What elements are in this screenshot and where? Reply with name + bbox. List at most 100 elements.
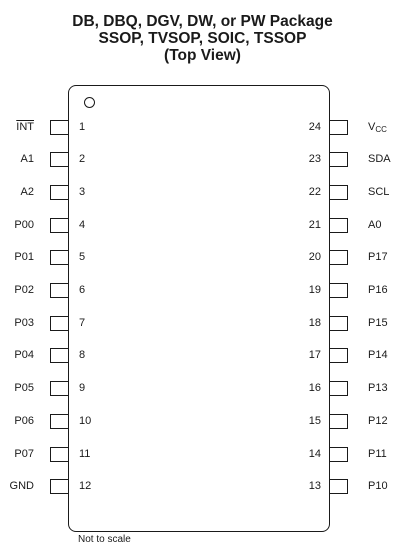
pin-label-21: A0 — [368, 219, 381, 232]
right-pin-21 — [330, 217, 348, 233]
pin-label-1: INT — [0, 121, 34, 134]
pin-label-text-1: INT — [16, 120, 34, 133]
pin-label-17: P14 — [368, 349, 388, 362]
pin-label-text-12: GND — [9, 480, 34, 493]
pin-number-9: 9 — [79, 382, 86, 395]
pin-number-5: 5 — [79, 251, 86, 264]
pin-label-10: P06 — [0, 415, 34, 428]
right-pin-19 — [330, 283, 348, 298]
pin-label-14: P11 — [368, 448, 387, 461]
right-pin-22 — [330, 184, 348, 200]
pin-number-19: 19 — [308, 284, 321, 296]
left-pin-2 — [50, 152, 68, 168]
pin-label-2: A1 — [0, 153, 34, 166]
pin-label-text-24: V — [368, 120, 376, 133]
pin-label-22: SCL — [368, 186, 389, 199]
pin1-indicator-circle — [84, 97, 95, 108]
pin-label-text-14: P11 — [368, 447, 387, 460]
pin-label-text-21: A0 — [368, 218, 382, 231]
right-pin-16 — [330, 381, 348, 397]
pin-number-11: 11 — [79, 447, 91, 460]
pin-label-16: P13 — [368, 382, 388, 395]
left-pin-9 — [50, 381, 68, 397]
pin-number-13: 13 — [308, 480, 321, 493]
pin-label-3: A2 — [0, 186, 34, 199]
pin-label-text-2: A1 — [20, 153, 34, 166]
pin-label-5: P01 — [0, 251, 34, 264]
pin-number-24: 24 — [308, 120, 321, 133]
pin-label-8: P04 — [0, 349, 34, 362]
pin-number-22: 22 — [308, 185, 321, 198]
pin-number-16: 16 — [308, 382, 321, 395]
pin-number-4: 4 — [79, 218, 86, 231]
right-pin-14 — [330, 446, 348, 462]
pin-number-8: 8 — [79, 349, 86, 362]
title-line-1: DB, DBQ, DGV, DW, or PW Package — [72, 13, 333, 30]
pin-label-text-22: SCL — [368, 185, 390, 198]
pin-label-12: GND — [0, 480, 34, 493]
pin-label-13: P10 — [368, 480, 388, 493]
pin-label-text-20: P17 — [368, 251, 388, 264]
pin-label-text-7: P03 — [14, 316, 34, 329]
pin-number-20: 20 — [308, 251, 321, 264]
pin-number-15: 15 — [308, 414, 321, 427]
left-pin-11 — [50, 446, 68, 462]
pin-number-10: 10 — [79, 414, 92, 427]
pin-number-3: 3 — [79, 185, 86, 198]
pin-label-text-19: P16 — [368, 284, 388, 296]
pin-label-7: P03 — [0, 317, 34, 330]
pin-label-20: P17 — [368, 251, 388, 264]
package-body — [68, 85, 330, 532]
left-pin-12 — [50, 479, 68, 495]
pin-label-text-23: SDA — [368, 153, 391, 166]
pin-number-17: 17 — [308, 349, 321, 362]
pin-label-11: P07 — [0, 448, 34, 461]
left-pin-4 — [50, 217, 68, 233]
pin-label-9: P05 — [0, 382, 34, 395]
pin-label-19: P16 — [368, 284, 388, 297]
pin-label-23: SDA — [368, 153, 391, 166]
right-pin-17 — [330, 348, 348, 364]
pin-label-text-18: P15 — [368, 316, 388, 329]
pin-label-24: VCC — [368, 121, 387, 134]
pin-number-1: 1 — [79, 120, 86, 133]
pin-label-text-13: P10 — [368, 480, 388, 493]
pin-number-21: 21 — [308, 218, 321, 231]
pin-label-18: P15 — [368, 317, 388, 330]
pin-label-text-4: P00 — [14, 218, 34, 231]
right-pin-13 — [330, 479, 348, 495]
pin-label-text-8: P04 — [14, 349, 34, 362]
pin-label-6: P02 — [0, 284, 34, 297]
pin-label-subscript-24: CC — [375, 124, 387, 134]
not-to-scale-note: Not to scale — [78, 534, 131, 545]
pin-number-2: 2 — [79, 153, 86, 166]
title-line-2: SSOP, TVSOP, SOIC, TSSOP — [98, 30, 307, 47]
right-pin-20 — [330, 250, 348, 266]
left-pin-10 — [50, 413, 68, 429]
left-pin-7 — [50, 315, 68, 331]
pin-number-23: 23 — [308, 153, 321, 166]
left-pin-5 — [50, 250, 68, 266]
diagram-title: DB, DBQ, DGV, DW, or PW Package SSOP, TV… — [0, 13, 405, 64]
pin-label-text-16: P13 — [368, 382, 388, 395]
pin-number-14: 14 — [308, 447, 321, 460]
pin-number-18: 18 — [308, 316, 321, 329]
right-pin-15 — [330, 413, 348, 429]
pin-label-text-5: P01 — [14, 251, 34, 264]
right-pin-23 — [330, 152, 348, 168]
pin-label-text-11: P07 — [14, 447, 34, 460]
pin-label-4: P00 — [0, 219, 34, 232]
pin-number-7: 7 — [79, 316, 86, 329]
pin-label-text-3: A2 — [20, 185, 34, 198]
left-pin-1 — [50, 119, 68, 135]
right-pin-18 — [330, 315, 348, 331]
left-pin-6 — [50, 283, 68, 298]
pin-number-12: 12 — [79, 480, 92, 493]
right-pin-24 — [330, 119, 348, 135]
pin-label-text-15: P12 — [368, 414, 388, 427]
pin-number-6: 6 — [79, 284, 86, 296]
title-line-3: (Top View) — [164, 47, 241, 64]
pin-label-text-10: P06 — [14, 414, 34, 427]
pin-label-text-17: P14 — [368, 349, 388, 362]
left-pin-8 — [50, 348, 68, 364]
